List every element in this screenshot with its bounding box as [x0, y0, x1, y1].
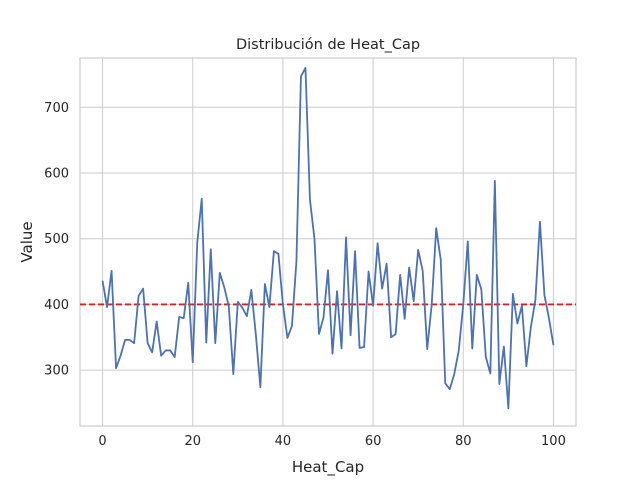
x-tick-label: 80 [455, 434, 472, 449]
y-tick-label: 600 [44, 167, 69, 182]
y-tick-label: 500 [44, 232, 69, 247]
x-axis-label: Heat_Cap [292, 458, 364, 477]
plot-frame [79, 57, 577, 427]
grid [80, 58, 576, 426]
y-axis-label: Value [18, 221, 36, 262]
y-tick-label: 300 [44, 364, 69, 379]
x-tick-label: 60 [365, 434, 382, 449]
x-tick-label: 40 [275, 434, 292, 449]
chart-title: Distribución de Heat_Cap [236, 37, 420, 53]
tick-labels: 0 20 40 60 80 100 300 400 500 600 700 [44, 101, 566, 449]
y-tick-label: 700 [44, 101, 69, 116]
series-line [101, 66, 555, 410]
x-tick-label: 100 [541, 434, 566, 449]
y-tick-label: 400 [44, 298, 69, 313]
x-tick-label: 20 [184, 434, 201, 449]
x-tick-label: 0 [98, 434, 106, 449]
